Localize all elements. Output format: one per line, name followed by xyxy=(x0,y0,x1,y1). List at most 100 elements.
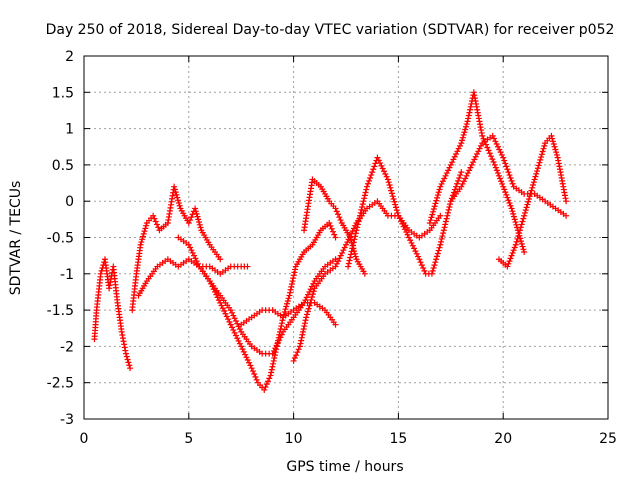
data-point xyxy=(509,249,516,256)
data-point xyxy=(512,219,519,226)
data-point xyxy=(532,173,539,180)
data-point xyxy=(353,227,360,234)
data-point xyxy=(431,203,438,210)
data-point xyxy=(247,362,254,369)
data-point xyxy=(384,176,391,183)
data-point xyxy=(300,328,307,335)
x-tick-label: 5 xyxy=(184,431,193,447)
data-point xyxy=(460,131,467,138)
data-point xyxy=(463,121,470,128)
data-point xyxy=(336,214,343,221)
data-point xyxy=(138,239,145,246)
data-point xyxy=(467,164,474,171)
data-point xyxy=(251,370,258,377)
data-point xyxy=(508,177,515,184)
data-point xyxy=(464,118,471,125)
data-point xyxy=(436,186,443,193)
data-point xyxy=(278,323,285,330)
data-point xyxy=(428,214,435,221)
data-point xyxy=(291,269,298,276)
data-point xyxy=(277,334,284,341)
data-point xyxy=(355,218,362,225)
data-point xyxy=(505,197,512,204)
data-point xyxy=(506,258,513,265)
data-point xyxy=(294,349,301,356)
axis-ticks xyxy=(83,55,609,420)
data-point xyxy=(519,243,526,250)
data-point xyxy=(270,360,277,367)
data-point xyxy=(392,201,399,208)
data-point xyxy=(358,206,365,213)
data-point xyxy=(352,230,359,237)
data-point xyxy=(369,169,376,176)
data-point xyxy=(196,219,203,226)
data-point xyxy=(192,255,199,262)
data-point xyxy=(507,202,514,209)
data-point xyxy=(222,310,229,317)
data-point xyxy=(307,299,314,306)
data-point xyxy=(491,161,498,168)
data-point xyxy=(548,132,555,139)
data-point xyxy=(496,172,503,179)
data-point xyxy=(522,207,529,214)
data-point xyxy=(510,213,517,220)
data-point xyxy=(503,163,510,170)
y-tick-label: -0.5 xyxy=(47,231,74,247)
data-point xyxy=(295,346,302,353)
data-point xyxy=(282,306,289,313)
data-point xyxy=(265,378,272,385)
data-point xyxy=(497,149,504,156)
data-point xyxy=(307,286,314,293)
data-point xyxy=(187,244,194,251)
data-point xyxy=(234,320,241,327)
y-tick-label: -3 xyxy=(60,412,74,428)
data-point xyxy=(435,189,442,196)
data-point xyxy=(433,256,440,263)
data-point xyxy=(502,189,509,196)
data-point xyxy=(538,151,545,158)
data-point xyxy=(151,215,158,222)
data-point xyxy=(484,144,491,151)
data-point xyxy=(345,260,352,267)
data-point xyxy=(300,325,307,332)
data-point xyxy=(244,357,251,364)
data-point xyxy=(346,257,353,264)
data-point xyxy=(309,294,316,301)
data-point xyxy=(357,209,364,216)
data-point xyxy=(443,170,450,177)
data-point xyxy=(386,182,393,189)
data-point xyxy=(440,227,447,234)
data-point xyxy=(433,253,440,260)
data-point xyxy=(465,115,472,122)
data-point xyxy=(332,263,339,270)
data-point xyxy=(453,183,460,190)
data-point xyxy=(287,289,294,296)
data-point xyxy=(188,214,195,221)
data-point xyxy=(531,176,538,183)
data-point xyxy=(284,298,291,305)
data-point xyxy=(483,141,490,148)
data-point xyxy=(142,225,149,232)
data-point xyxy=(441,224,448,231)
data-point xyxy=(377,160,384,167)
data-point xyxy=(243,354,250,361)
data-point xyxy=(356,215,363,222)
data-point xyxy=(454,180,461,187)
y-axis-label: SDTVAR / TECUs xyxy=(8,181,24,296)
data-point xyxy=(354,221,361,228)
data-point xyxy=(379,165,386,172)
data-point xyxy=(491,135,498,142)
y-tick-label: 0.5 xyxy=(52,158,74,174)
data-point xyxy=(519,218,526,225)
data-point xyxy=(538,154,545,161)
data-point xyxy=(306,288,313,295)
data-point xyxy=(289,278,296,285)
data-point xyxy=(553,151,560,158)
data-point xyxy=(360,198,367,205)
data-point xyxy=(405,234,412,241)
data-point xyxy=(432,259,439,266)
data-point xyxy=(223,313,230,320)
data-point xyxy=(510,210,517,217)
data-point xyxy=(417,259,424,266)
data-point xyxy=(388,187,395,194)
